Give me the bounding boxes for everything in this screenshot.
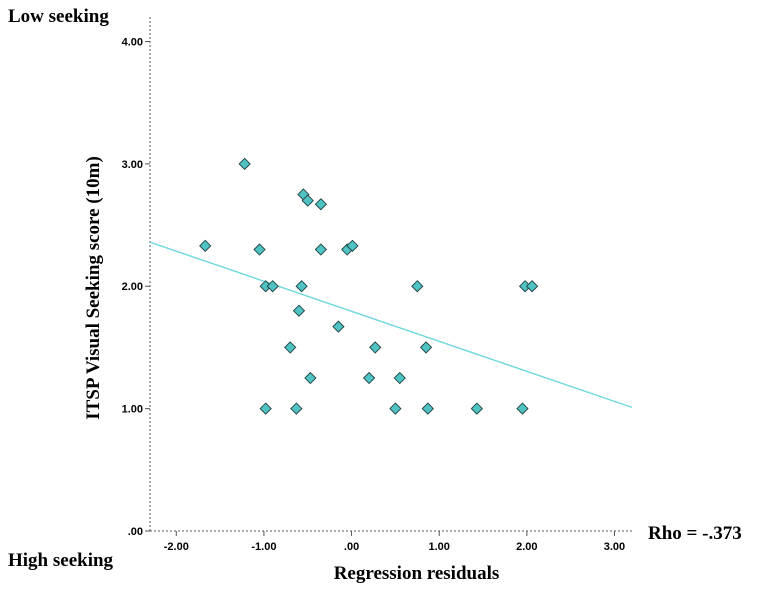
- data-point-marker: [284, 341, 297, 354]
- data-point-marker: [516, 402, 529, 415]
- data-point-marker: [421, 402, 434, 415]
- data-point-marker: [292, 304, 306, 317]
- low-seeking-label: Low seeking: [8, 6, 109, 27]
- y-axis-label-group: ITSP Visual Seeking score (10m): [83, 156, 104, 420]
- data-point-marker: [199, 239, 212, 252]
- data-point-marker: [314, 198, 328, 211]
- x-tick-label: .00: [344, 541, 359, 553]
- data-point-marker: [362, 371, 376, 385]
- data-point-marker: [301, 194, 314, 207]
- data-point-marker: [332, 320, 345, 333]
- data-point-marker: [393, 371, 406, 385]
- data-point-marker: [419, 341, 433, 354]
- data-point-marker: [266, 280, 279, 293]
- x-tick-label: -1.00: [251, 541, 276, 553]
- x-tick-label: 2.00: [516, 541, 537, 553]
- x-tick-label: 1.00: [428, 541, 449, 553]
- y-tick-label: 3.00: [122, 159, 143, 171]
- rho-label: Rho = -.373: [648, 523, 742, 544]
- y-axis-label: ITSP Visual Seeking score (10m): [83, 156, 104, 420]
- axes: [149, 17, 632, 532]
- data-point-marker: [238, 157, 251, 170]
- y-tick-label: 1.00: [122, 404, 143, 416]
- data-points: [199, 157, 539, 415]
- data-point-marker: [346, 239, 359, 252]
- y-tick-label: .00: [128, 526, 143, 538]
- data-point-marker: [314, 243, 328, 256]
- data-point-marker: [411, 280, 424, 293]
- high-seeking-label: High seeking: [8, 550, 114, 571]
- fit-line-group: [149, 241, 633, 409]
- y-tick-label: 4.00: [122, 36, 143, 48]
- x-tick-label: -2.00: [164, 541, 189, 553]
- data-point-marker: [295, 280, 308, 293]
- data-point-marker: [470, 402, 484, 415]
- fit-line: [149, 241, 633, 409]
- x-axis-label: Regression residuals: [333, 563, 500, 584]
- data-point-marker: [304, 371, 317, 385]
- data-point-marker: [290, 402, 303, 415]
- y-tick-label: 2.00: [122, 281, 143, 293]
- data-point-marker: [259, 402, 272, 415]
- data-point-marker: [525, 280, 539, 293]
- data-point-marker: [253, 243, 266, 256]
- data-point-marker: [369, 341, 382, 354]
- ticks: .00 1.00 2.00 3.00 4.00 -2.00 -1.00 .00 1.00 2.00…: [122, 36, 626, 553]
- x-tick-label: 3.00: [604, 541, 625, 553]
- data-point-marker: [389, 402, 402, 415]
